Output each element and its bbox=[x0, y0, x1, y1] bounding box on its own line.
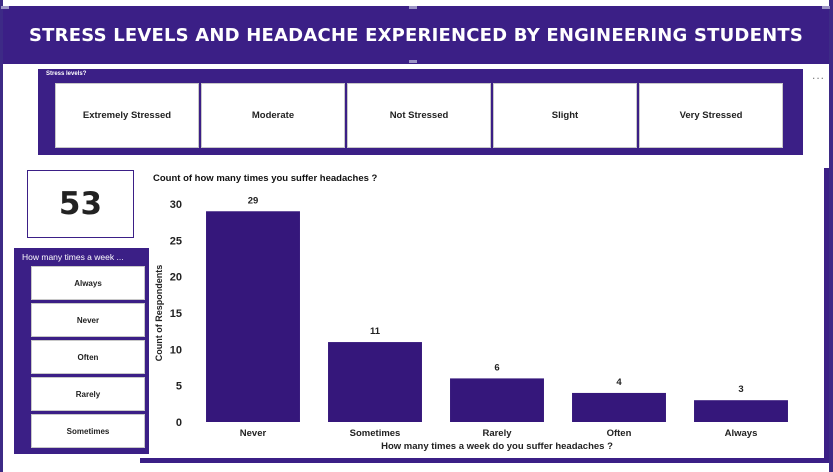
headache-bar-chart: Count of how many times you suffer heada… bbox=[140, 168, 829, 463]
frequency-option-rarely[interactable]: Rarely bbox=[31, 377, 145, 411]
x-tick-label: Always bbox=[725, 428, 758, 439]
title-banner: STRESS LEVELS AND HEADACHE EXPERIENCED B… bbox=[3, 6, 829, 64]
frequency-slicer-title: How many times a week ... bbox=[22, 252, 124, 262]
x-tick-label: Often bbox=[607, 428, 632, 439]
y-tick-label: 0 bbox=[176, 417, 182, 429]
y-tick-label: 20 bbox=[170, 272, 182, 284]
chart-canvas: 0 5 10 15 20 25 30 Count of Respondents 29 Never 1… bbox=[154, 195, 788, 452]
stress-option-extremely-stressed[interactable]: Extremely Stressed bbox=[55, 83, 199, 148]
y-tick-label: 15 bbox=[170, 308, 182, 320]
bar-often bbox=[572, 392, 666, 422]
x-axis-label: How many times a week do you suffer head… bbox=[381, 441, 613, 452]
right-edge bbox=[829, 0, 833, 472]
data-label: 11 bbox=[370, 326, 381, 337]
x-tick-label: Never bbox=[240, 428, 267, 439]
frequency-option-always[interactable]: Always bbox=[31, 266, 145, 300]
y-tick-label: 30 bbox=[170, 199, 182, 211]
chart-title: Count of how many times you suffer heada… bbox=[153, 173, 378, 184]
stress-option-slight[interactable]: Slight bbox=[493, 83, 637, 148]
bar-always bbox=[694, 400, 788, 422]
bar-rarely bbox=[450, 378, 544, 422]
more-options-icon[interactable]: ... bbox=[812, 68, 826, 82]
x-tick-label: Rarely bbox=[482, 428, 512, 439]
resize-handle[interactable] bbox=[409, 6, 417, 9]
resize-handle[interactable] bbox=[409, 60, 417, 63]
y-tick-label: 25 bbox=[170, 235, 182, 247]
frequency-option-sometimes[interactable]: Sometimes bbox=[31, 414, 145, 448]
frequency-option-never[interactable]: Never bbox=[31, 303, 145, 337]
stress-option-very-stressed[interactable]: Very Stressed bbox=[639, 83, 783, 148]
y-tick-label: 5 bbox=[176, 381, 182, 393]
y-tick-label: 10 bbox=[170, 344, 182, 356]
stress-options: Extremely Stressed Moderate Not Stressed… bbox=[55, 83, 783, 148]
page-title: STRESS LEVELS AND HEADACHE EXPERIENCED B… bbox=[29, 24, 803, 46]
data-label: 4 bbox=[616, 377, 622, 388]
bar-never bbox=[206, 211, 300, 422]
left-edge bbox=[0, 0, 3, 472]
resize-handle[interactable] bbox=[1, 6, 9, 9]
stress-option-not-stressed[interactable]: Not Stressed bbox=[347, 83, 491, 148]
respondent-count-value: 53 bbox=[58, 186, 103, 222]
y-axis-label: Count of Respondents bbox=[154, 265, 164, 362]
headache-frequency-slicer: How many times a week ... Always Never O… bbox=[14, 248, 149, 454]
bar-sometimes bbox=[328, 342, 422, 422]
data-label: 6 bbox=[494, 362, 499, 373]
data-label: 29 bbox=[248, 195, 259, 206]
x-tick-label: Sometimes bbox=[350, 428, 401, 439]
stress-level-slicer: Stress levels? Extremely Stressed Modera… bbox=[38, 69, 803, 155]
resize-handle[interactable] bbox=[822, 6, 830, 9]
stress-slicer-title: Stress levels? bbox=[46, 71, 87, 77]
frequency-option-often[interactable]: Often bbox=[31, 340, 145, 374]
data-label: 3 bbox=[738, 384, 743, 395]
respondent-count-card: 53 bbox=[27, 170, 134, 238]
stress-option-moderate[interactable]: Moderate bbox=[201, 83, 345, 148]
